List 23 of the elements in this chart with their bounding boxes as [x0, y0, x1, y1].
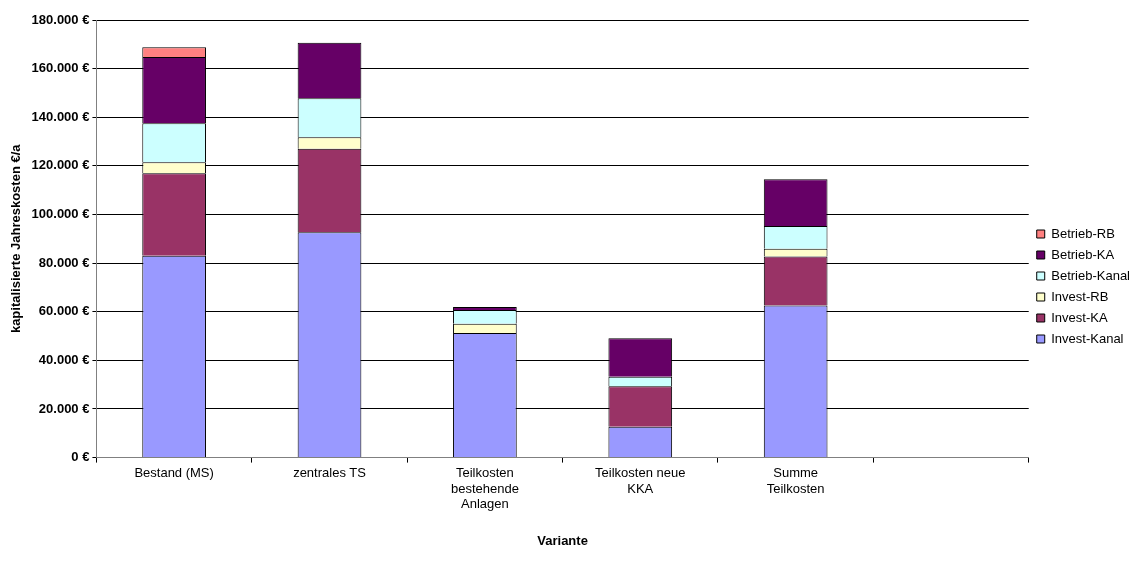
- x-tick-label: Summe Teilkosten: [766, 464, 825, 496]
- legend-label: Betrieb-KA: [1051, 246, 1115, 262]
- y-tick-label: 60.000 €: [38, 303, 90, 319]
- y-tick-label: 80.000 €: [38, 254, 90, 270]
- legend-label: Invest-KA: [1051, 309, 1108, 325]
- x-tick-label: zentrales TS: [293, 464, 367, 480]
- legend-label: Betrieb-Kanal: [1051, 267, 1131, 283]
- y-tick-label: 180.000 €: [31, 11, 90, 27]
- y-tick-label: 20.000 €: [38, 400, 90, 416]
- x-tick-label: Bestand (MS): [134, 464, 214, 480]
- y-tick-label: 100.000 €: [31, 206, 90, 222]
- legend-label: Betrieb-RB: [1051, 225, 1115, 241]
- y-tick-label: 0 €: [71, 449, 90, 465]
- y-tick-label: 120.000 €: [31, 157, 90, 173]
- y-tick-label: 160.000 €: [31, 60, 90, 76]
- y-tick-label: 40.000 €: [38, 351, 90, 367]
- x-tick-label: Teilkosten bestehende Anlagen: [450, 464, 519, 512]
- x-tick-label: Teilkosten neue KKA: [595, 464, 686, 496]
- y-tick-label: 140.000 €: [31, 108, 90, 124]
- x-axis-title: Variante: [537, 532, 588, 548]
- legend-label: Invest-Kanal: [1051, 330, 1124, 346]
- y-axis-title: kapitalisierte Jahreskosten €/a: [8, 143, 24, 334]
- legend-label: Invest-RB: [1051, 288, 1109, 304]
